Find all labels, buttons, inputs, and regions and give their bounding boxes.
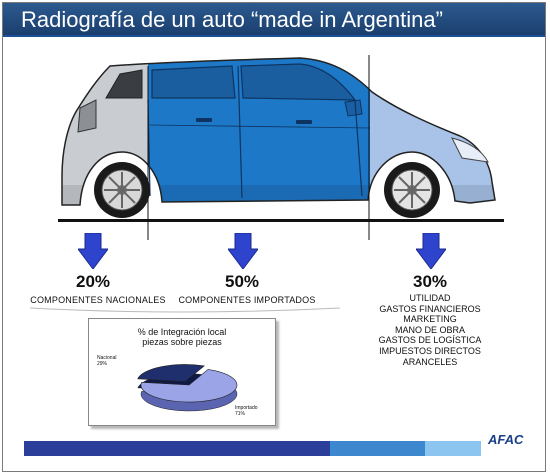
down-arrow-icon (228, 233, 258, 269)
rear-quarter-window (105, 69, 143, 99)
list-item: GASTOS FINANCIEROS (379, 303, 481, 314)
ground-line (58, 219, 504, 222)
list-item: IMPUESTOS DIRECTOS (379, 345, 481, 356)
percent-importado: 50% (224, 272, 260, 291)
down-arrow-icon (416, 233, 446, 269)
afac-logo: AFAC (488, 432, 524, 447)
slice-label-nacional: Nacional 29% (97, 355, 116, 367)
down-arrow-icon (78, 233, 108, 269)
footer-bar-light (425, 441, 481, 456)
cost-items-list: UTILIDAD GASTOS FINANCIEROS MARKETING MA… (360, 293, 500, 367)
list-item: MANO DE OBRA (394, 324, 465, 335)
integration-chart: % de Integración local piezas sobre piez… (88, 318, 276, 426)
list-item: MARKETING (403, 314, 457, 325)
percent-nacional: 20% (75, 272, 111, 291)
slice-name-nacional: Nacional (97, 355, 117, 361)
label-nacional: COMPONENTES NACIONALES (30, 295, 166, 305)
front-wheel (384, 162, 440, 218)
chart-title-line1: % de Integración local (137, 327, 227, 337)
slice-name-importado: Importado (235, 405, 258, 411)
chart-title-line2: piezas sobre piezas (142, 337, 222, 347)
pie-slice-nacional (137, 364, 205, 382)
list-item: GASTOS DE LOGÍSTICA (378, 335, 482, 346)
rear-window (151, 65, 236, 99)
taillight (77, 99, 97, 133)
title-bar: Radiografía de un auto “made in Argentin… (3, 3, 545, 37)
slice-value-importado: 71% (235, 411, 246, 417)
slice-value-nacional: 29% (97, 361, 108, 367)
label-importado: COMPONENTES IMPORTADOS (178, 295, 316, 305)
slice-label-importado: Importado 71% (235, 405, 258, 417)
pie-slice-importado (140, 369, 238, 403)
rear-wheel (94, 162, 150, 218)
page-title: Radiografía de un auto “made in Argentin… (21, 7, 443, 32)
headlight (451, 137, 489, 163)
front-window (240, 63, 357, 101)
chart-title: % de Integración local piezas sobre piez… (89, 327, 275, 347)
list-item: UTILIDAD (409, 293, 451, 303)
list-item: ARANCELES (402, 356, 458, 367)
car-outline (61, 57, 496, 206)
percent-otros: 30% (412, 272, 448, 291)
pie-chart (137, 364, 238, 412)
footer-bar-dark (24, 441, 330, 456)
footer-bar-mid (330, 441, 425, 456)
